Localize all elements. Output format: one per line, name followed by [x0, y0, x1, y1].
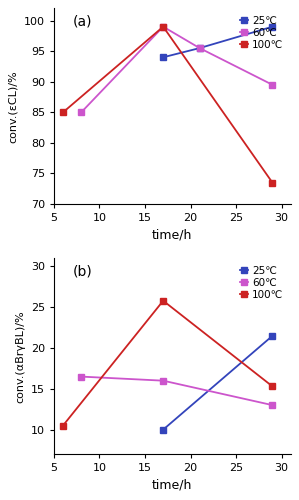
Line: 25℃: 25℃: [160, 24, 276, 60]
X-axis label: time/h: time/h: [152, 478, 193, 492]
X-axis label: time/h: time/h: [152, 228, 193, 241]
100℃: [61, 422, 65, 428]
60℃: [161, 24, 165, 30]
Y-axis label: conv.(εCL)/%: conv.(εCL)/%: [8, 70, 18, 142]
25℃: [271, 24, 274, 30]
100℃: [161, 24, 165, 30]
60℃: [271, 82, 274, 88]
Line: 100℃: 100℃: [60, 298, 276, 428]
Y-axis label: conv.(αBrγBL)/%: conv.(αBrγBL)/%: [15, 310, 25, 402]
Text: (b): (b): [73, 264, 93, 278]
Legend: 25℃, 60℃, 100℃: 25℃, 60℃, 100℃: [237, 14, 286, 52]
Line: 60℃: 60℃: [78, 374, 276, 408]
25℃: [271, 333, 274, 339]
60℃: [198, 45, 202, 51]
100℃: [61, 110, 65, 116]
100℃: [271, 180, 274, 186]
100℃: [161, 298, 165, 304]
100℃: [271, 384, 274, 390]
25℃: [198, 45, 202, 51]
Line: 100℃: 100℃: [60, 24, 276, 186]
Text: (a): (a): [73, 14, 92, 28]
60℃: [271, 402, 274, 408]
60℃: [161, 378, 165, 384]
60℃: [80, 110, 83, 116]
60℃: [80, 374, 83, 380]
Line: 25℃: 25℃: [160, 332, 276, 432]
25℃: [161, 54, 165, 60]
Legend: 25℃, 60℃, 100℃: 25℃, 60℃, 100℃: [237, 264, 286, 302]
Line: 60℃: 60℃: [78, 24, 276, 116]
25℃: [161, 426, 165, 432]
